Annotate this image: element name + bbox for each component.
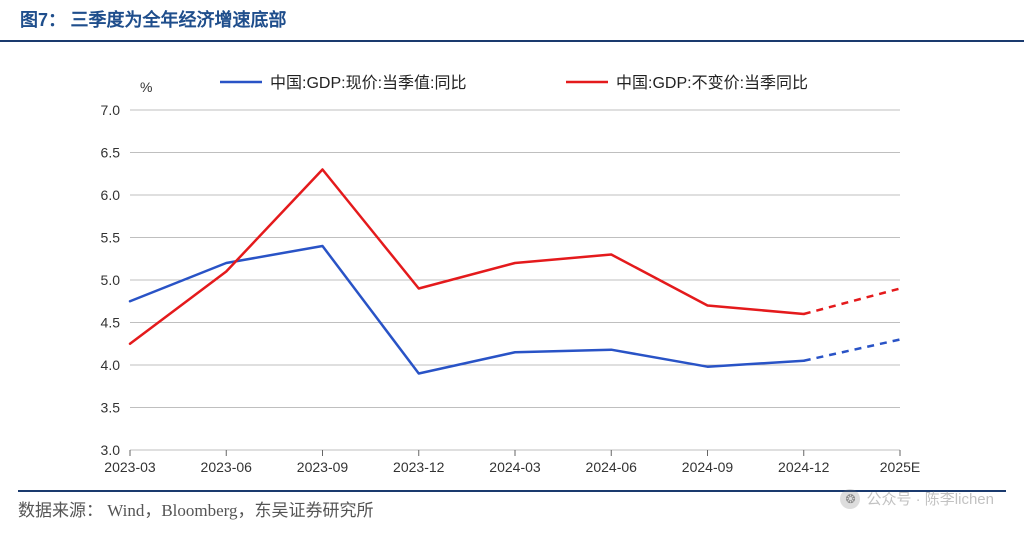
x-tick-label: 2024-09: [682, 459, 734, 475]
x-tick-label: 2025E: [880, 459, 920, 475]
y-tick-label: 5.0: [101, 272, 121, 288]
source-label: 数据来源：: [18, 501, 103, 520]
gdp-line-chart: 3.0 3.5 4.0 4.5 5.0 5.5 6.0 6.5 7.0% 2023-03 2023-…: [20, 50, 980, 490]
y-tick-label: 6.5: [101, 145, 121, 161]
source-text: Wind，Bloomberg，东吴证券研究所: [107, 501, 373, 520]
legend-label: 中国:GDP:现价:当季值:同比: [270, 74, 466, 92]
series-line: [130, 170, 804, 344]
series-line-forecast: [804, 289, 900, 315]
x-tick-label: 2024-06: [586, 459, 638, 475]
figure-label: 图7：: [20, 10, 66, 30]
wechat-icon: ❂: [840, 489, 860, 509]
x-tick-label: 2023-09: [297, 459, 349, 475]
x-tick-label: 2024-03: [489, 459, 541, 475]
legend-label: 中国:GDP:不变价:当季同比: [616, 74, 808, 92]
y-tick-label: 4.5: [101, 315, 121, 331]
x-tick-label: 2023-03: [104, 459, 156, 475]
series-line-forecast: [804, 340, 900, 361]
x-tick-label: 2023-06: [201, 459, 253, 475]
x-tick-label: 2024-12: [778, 459, 830, 475]
watermark-text: 公众号 · 陈李lichen: [866, 488, 994, 509]
watermark: ❂ 公众号 · 陈李lichen: [840, 488, 994, 509]
figure-title: 三季度为全年经济增速底部: [70, 10, 286, 30]
x-tick-label: 2023-12: [393, 459, 445, 475]
y-tick-label: 4.0: [101, 357, 121, 373]
chart-container: 3.0 3.5 4.0 4.5 5.0 5.5 6.0 6.5 7.0% 2023-03 2023-…: [0, 42, 1024, 490]
y-tick-label: 6.0: [101, 187, 121, 203]
y-unit-label: %: [140, 79, 152, 95]
y-tick-label: 3.0: [101, 442, 121, 458]
figure-title-bar: 图7： 三季度为全年经济增速底部: [0, 0, 1024, 42]
y-tick-label: 7.0: [101, 102, 121, 118]
y-tick-label: 3.5: [101, 400, 121, 416]
y-tick-label: 5.5: [101, 230, 121, 246]
